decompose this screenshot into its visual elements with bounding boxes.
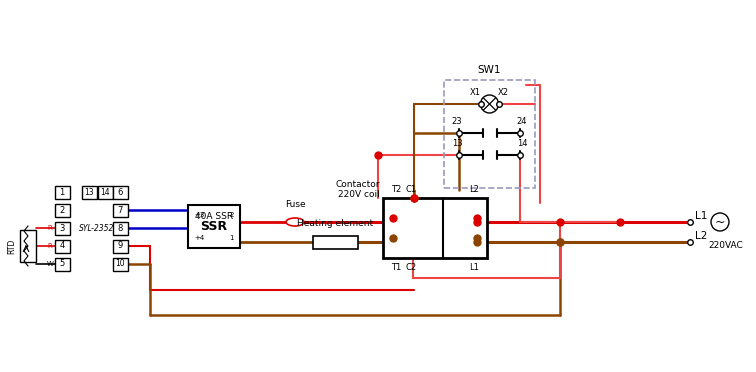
Text: R: R [48, 243, 52, 249]
Bar [82, 186, 97, 199]
Text: 24: 24 [517, 117, 527, 126]
Text: SYL-2352: SYL-2352 [79, 224, 115, 232]
Bar [98, 186, 113, 199]
Text: ~: ~ [714, 215, 725, 228]
Text: SW1: SW1 [478, 65, 501, 75]
Text: L1: L1 [695, 211, 708, 221]
Text: Contactor: Contactor [336, 180, 380, 189]
Text: 14: 14 [101, 187, 110, 196]
Text: 8: 8 [117, 224, 122, 232]
Bar [54, 240, 70, 253]
Text: 13: 13 [84, 187, 94, 196]
Text: 23: 23 [451, 117, 463, 126]
Text: 6: 6 [117, 187, 122, 196]
Bar [113, 257, 128, 270]
Bar [54, 186, 70, 199]
Text: +3: +3 [194, 212, 204, 218]
Bar [54, 257, 70, 270]
Bar [113, 186, 128, 199]
Text: 9: 9 [117, 241, 122, 250]
Bar [383, 198, 487, 258]
Ellipse shape [286, 218, 304, 226]
Text: 5: 5 [60, 260, 64, 269]
Text: R: R [48, 225, 52, 231]
Text: 14: 14 [517, 139, 527, 148]
Text: 13: 13 [451, 139, 463, 148]
Bar [188, 205, 240, 248]
Text: T1: T1 [391, 263, 401, 272]
Text: +4: +4 [194, 235, 204, 241]
Bar [313, 235, 358, 248]
Bar [113, 203, 128, 217]
Text: 220V coil: 220V coil [338, 189, 380, 199]
Bar [444, 80, 535, 188]
Text: SSR: SSR [200, 220, 228, 233]
Bar [54, 203, 70, 217]
Text: 2: 2 [230, 212, 234, 218]
Bar [113, 221, 128, 234]
Text: 40A SSR: 40A SSR [195, 212, 233, 221]
Text: W: W [47, 261, 54, 267]
Text: L1: L1 [469, 263, 479, 272]
Text: X1: X1 [470, 87, 481, 96]
Text: 10: 10 [115, 260, 125, 269]
Text: Heating element: Heating element [297, 218, 373, 228]
Bar [20, 230, 36, 262]
Text: 220VAC: 220VAC [708, 241, 742, 250]
Text: C2: C2 [405, 263, 417, 272]
Bar [113, 240, 128, 253]
Text: RTD: RTD [8, 238, 17, 254]
Text: 2: 2 [60, 205, 64, 215]
Text: 4: 4 [60, 241, 64, 250]
Bar [54, 221, 70, 234]
Text: Fuse: Fuse [285, 200, 305, 209]
Text: X2: X2 [498, 87, 509, 96]
Text: L2: L2 [469, 185, 479, 193]
Text: L2: L2 [695, 231, 708, 241]
Text: 3: 3 [59, 224, 65, 232]
Text: C1: C1 [405, 185, 417, 193]
Text: 1: 1 [230, 235, 234, 241]
Text: 7: 7 [117, 205, 122, 215]
Text: 1: 1 [60, 187, 64, 196]
Text: T2: T2 [391, 185, 401, 193]
